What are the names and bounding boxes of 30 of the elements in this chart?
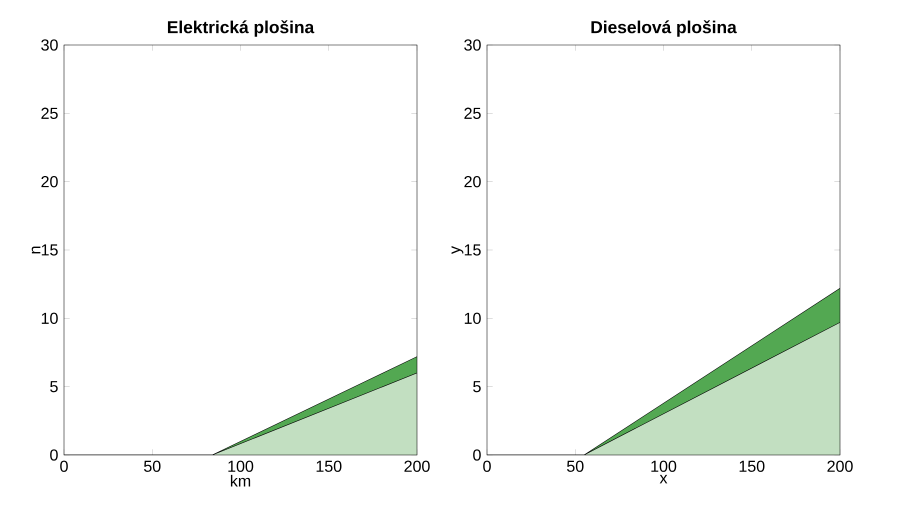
x-tick-label: 50 [567,460,584,472]
x-axis-title: km [230,474,250,486]
y-tick-label: 15 [42,244,58,256]
x-tick-label: 100 [651,460,676,472]
y-tick-label: 25 [464,108,481,119]
y-tick-label: 20 [464,176,481,188]
x-tick-label: 150 [316,460,342,472]
y-tick-label: 10 [464,312,481,324]
y-tick-label: 0 [473,449,481,461]
x-tick-label: 150 [740,460,764,472]
y-tick-label: 5 [50,381,58,392]
y-tick-label: 30 [41,39,58,51]
y-tick-label: 10 [42,312,58,324]
chart-title: Elektrická plošina [168,20,314,37]
y-tick-label: 20 [41,176,58,188]
x-tick-label: 50 [144,460,161,472]
x-tick-label: 200 [827,460,853,472]
y-axis-title: y [452,246,464,254]
y-tick-label: 30 [464,39,481,51]
x-axis-title: x [660,474,668,484]
x-tick-label: 0 [483,460,491,472]
y-axis-title: n [32,246,40,254]
y-tick-label: 25 [41,108,58,119]
y-tick-label: 0 [50,449,58,461]
chart-title: Dieselová plošina [591,20,737,37]
x-tick-label: 200 [404,460,430,472]
x-tick-label: 0 [60,460,68,472]
x-tick-label: 100 [228,460,254,472]
y-tick-label: 5 [473,381,481,392]
y-tick-label: 15 [464,244,481,256]
